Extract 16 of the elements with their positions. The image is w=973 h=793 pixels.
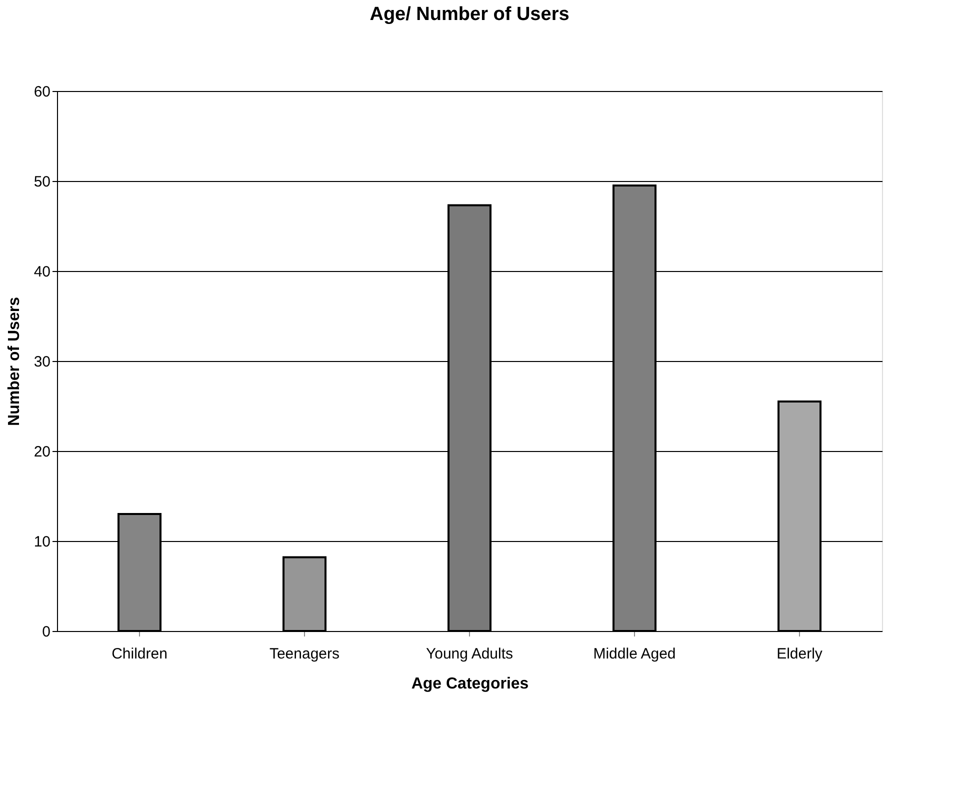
x-tick-label: Elderly bbox=[776, 646, 823, 662]
x-tick-label: Young Adults bbox=[426, 646, 514, 662]
x-tick-label: Children bbox=[112, 646, 168, 662]
chart-title: Age/ Number of Users bbox=[370, 4, 570, 25]
y-tick-label: 30 bbox=[34, 354, 50, 370]
y-tick-label: 10 bbox=[34, 534, 50, 550]
x-axis-title: Age Categories bbox=[411, 676, 529, 692]
y-tick-label: 50 bbox=[34, 174, 50, 190]
y-tick-label: 20 bbox=[34, 444, 50, 460]
x-tick-label: Teenagers bbox=[269, 646, 340, 662]
y-tick-label: 60 bbox=[34, 84, 50, 100]
y-axis-title: Number of Users bbox=[6, 296, 23, 426]
x-tick-label: Middle Aged bbox=[593, 646, 676, 662]
y-tick-label: 40 bbox=[34, 264, 50, 280]
y-tick-label: 0 bbox=[42, 624, 50, 640]
bar bbox=[282, 556, 326, 632]
